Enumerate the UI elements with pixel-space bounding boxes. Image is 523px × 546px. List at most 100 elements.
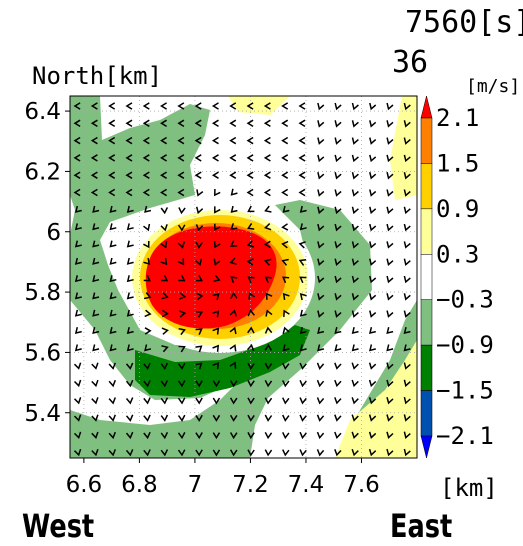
wind-vector <box>334 137 342 145</box>
wind-vector <box>282 205 290 213</box>
wind-vector <box>160 102 167 110</box>
wind-vector <box>403 172 411 180</box>
wind-vector <box>74 344 82 352</box>
wind-vector <box>195 397 203 405</box>
wind-vector <box>108 119 116 128</box>
wind-vector <box>386 379 394 388</box>
wind-vector <box>229 119 237 128</box>
wind-vector <box>90 188 98 197</box>
wind-vector <box>125 171 133 179</box>
wind-vector <box>177 414 186 422</box>
wind-vector <box>160 119 167 128</box>
contour-red <box>145 226 277 329</box>
wind-vector <box>282 397 290 405</box>
wind-vector <box>143 362 151 370</box>
y-tick-label: 5.8 <box>24 280 61 306</box>
wind-vector <box>125 136 133 145</box>
wind-vector <box>125 188 133 197</box>
wind-vector <box>109 205 117 213</box>
wind-vector <box>369 258 377 266</box>
wind-vector <box>229 432 238 440</box>
wind-vector <box>282 362 290 370</box>
x-tick-label: 7.6 <box>343 472 380 498</box>
wind-vector <box>386 275 394 284</box>
wind-vector <box>386 172 394 180</box>
wind-vector <box>299 380 307 388</box>
wind-vector <box>177 224 186 232</box>
wind-vector <box>265 309 273 317</box>
wind-vector <box>108 154 116 162</box>
wind-vector <box>177 241 186 249</box>
wind-vector <box>282 414 290 422</box>
wind-vector <box>264 397 273 405</box>
wind-vector <box>125 431 134 440</box>
wind-vector <box>317 310 325 318</box>
frame-label: 36 <box>392 45 429 80</box>
wind-vector <box>108 136 116 145</box>
wind-vector <box>282 326 290 334</box>
wind-vector <box>91 379 99 388</box>
wind-vector <box>144 309 152 318</box>
wind-vector <box>351 448 359 457</box>
colorbar-tick-label: −2.1 <box>436 422 494 450</box>
wind-vector <box>403 414 411 422</box>
wind-vector <box>369 241 377 249</box>
wind-vector <box>91 397 99 405</box>
wind-vector <box>73 362 82 370</box>
wind-vector <box>108 171 116 179</box>
wind-vector <box>91 449 99 457</box>
wind-vector <box>334 344 342 352</box>
wind-vector <box>177 102 185 110</box>
wind-vector <box>403 327 411 335</box>
x-tick-label: 6.6 <box>66 472 103 498</box>
wind-vector <box>109 344 117 352</box>
wind-vector <box>403 241 411 249</box>
wind-vector <box>177 154 185 162</box>
east-label: East <box>390 507 453 545</box>
wind-vector <box>403 102 411 111</box>
wind-vector <box>334 241 342 249</box>
wind-vector <box>73 397 82 405</box>
wind-vector <box>334 172 342 180</box>
wind-vector <box>125 397 134 405</box>
wind-vector <box>247 205 255 213</box>
wind-vector <box>386 414 394 422</box>
wind-vector <box>212 414 221 422</box>
wind-vector <box>386 189 394 197</box>
wind-vector <box>214 188 221 197</box>
wind-vector <box>92 240 100 248</box>
wind-vector <box>108 414 116 422</box>
wind-vector <box>282 431 290 440</box>
colorbar-tick-label: 2.1 <box>436 104 479 132</box>
wind-vector <box>195 328 203 336</box>
wind-vector <box>386 448 394 457</box>
wind-vector <box>351 379 359 388</box>
wind-vector <box>230 291 238 299</box>
wind-vector <box>386 327 394 335</box>
wind-vector <box>369 102 377 111</box>
wind-vector <box>161 309 169 318</box>
x-tick-label: 6.8 <box>121 472 158 498</box>
y-tick-label: 6 <box>46 220 61 246</box>
wind-vector <box>299 431 307 440</box>
wind-vector <box>160 380 169 388</box>
wind-vector <box>92 327 100 335</box>
wind-vector <box>247 276 255 284</box>
wind-vector <box>229 361 237 369</box>
wind-vector <box>195 274 203 282</box>
wind-vector <box>177 258 185 266</box>
wind-vector <box>230 223 238 231</box>
wind-vector <box>317 189 325 197</box>
wind-vector <box>299 344 307 352</box>
wind-vector <box>160 274 169 282</box>
wind-vector <box>178 345 186 353</box>
wind-vector <box>351 120 359 128</box>
wind-vector <box>334 414 342 422</box>
wind-vector <box>248 292 256 300</box>
wind-vector <box>264 205 272 213</box>
wind-vector <box>90 136 98 145</box>
wind-vector <box>263 102 271 110</box>
wind-vector <box>316 379 325 388</box>
wind-vector <box>281 171 289 179</box>
